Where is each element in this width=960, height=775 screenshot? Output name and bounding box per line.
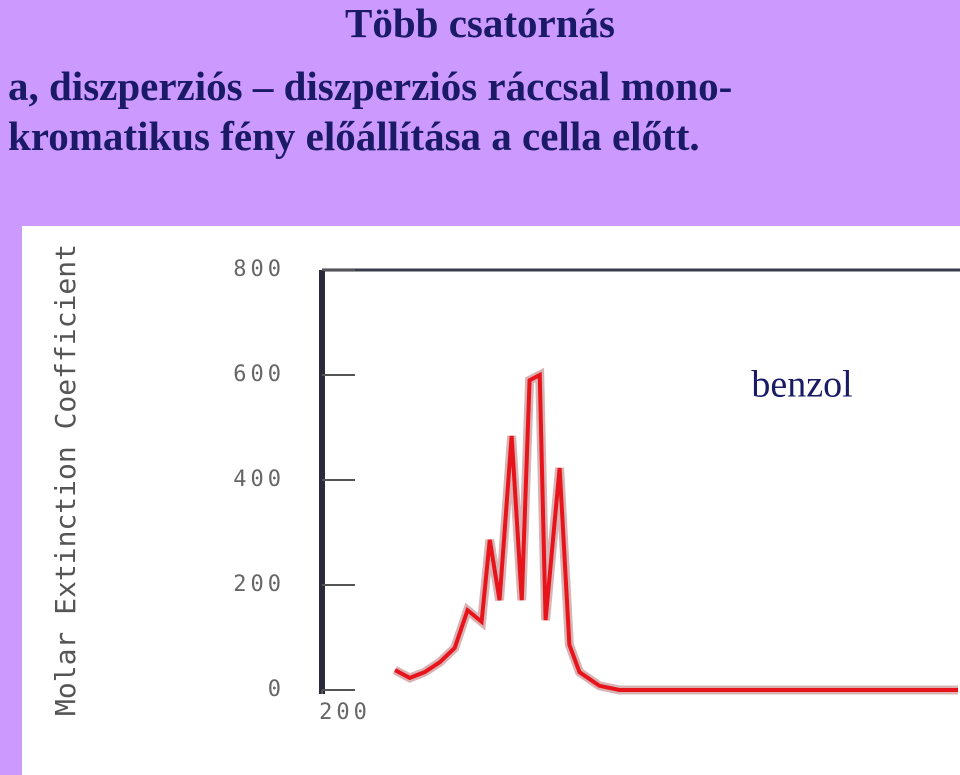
y-tick-label: 600 (233, 362, 285, 387)
slide-title: Több csatornás (345, 0, 615, 46)
y-tick-label: 800 (233, 257, 285, 282)
slide-line: a, diszperziós – diszperziós ráccsal mon… (8, 63, 733, 109)
y-tick-label: 0 (268, 677, 285, 702)
slide-line: kromatikus fény előállítása a cella előt… (8, 113, 700, 159)
x-tick-label: 200 (319, 700, 371, 725)
y-tick-label: 400 (233, 467, 285, 492)
annotation: benzol (751, 364, 852, 406)
data-line (394, 371, 958, 692)
y-tick-label: 200 (233, 572, 285, 597)
chart-background (22, 226, 960, 775)
y-axis-label: Molar Extinction Coefficient (49, 244, 82, 716)
